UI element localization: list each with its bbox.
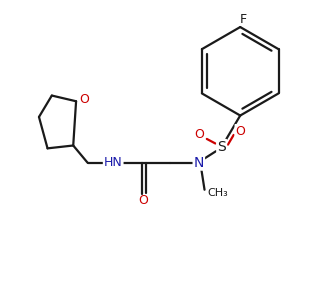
Text: N: N: [194, 156, 204, 170]
Text: F: F: [239, 13, 247, 26]
Text: O: O: [235, 125, 245, 138]
Text: O: O: [138, 194, 148, 207]
Text: CH₃: CH₃: [208, 188, 228, 198]
Text: HN: HN: [104, 156, 123, 169]
Text: O: O: [79, 93, 89, 106]
Text: S: S: [217, 140, 226, 154]
Text: O: O: [195, 127, 204, 141]
